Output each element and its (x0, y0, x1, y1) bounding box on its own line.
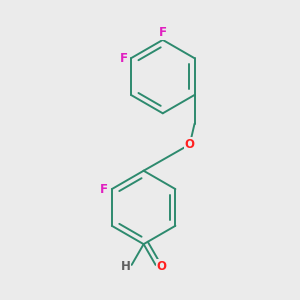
Text: O: O (185, 138, 195, 151)
Text: H: H (121, 260, 131, 273)
Text: O: O (156, 260, 166, 273)
Text: F: F (100, 183, 108, 196)
Text: F: F (120, 52, 128, 65)
Text: F: F (159, 26, 167, 39)
